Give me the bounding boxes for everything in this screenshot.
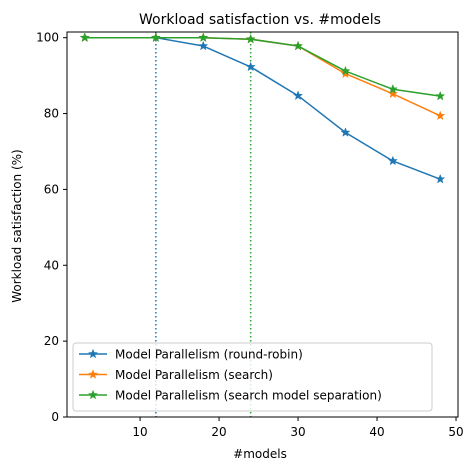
legend-label: Model Parallelism (search model separati… [115,389,382,403]
legend: Model Parallelism (round-robin) Model Par… [72,342,433,412]
x-axis-ticks: 10 20 30 40 50 [132,417,464,439]
chart-title: Workload satisfaction vs. #models [139,12,381,28]
legend-entry: Model Parallelism (search model separati… [79,389,382,403]
data-point [340,127,351,137]
x-tick-label: 50 [448,425,463,439]
data-point [292,40,304,51]
x-axis-label: #models [233,447,287,461]
legend-label: Model Parallelism (search) [115,368,273,382]
series-line [84,36,441,180]
data-point [387,88,398,99]
series-2 [79,32,446,101]
legend-entry: Model Parallelism (search) [79,368,273,382]
series-0 [79,32,446,184]
data-point [387,155,398,166]
data-point [150,32,161,43]
data-point [292,90,304,101]
data-point [198,40,209,51]
x-tick-label: 20 [211,425,226,439]
y-tick-label: 80 [44,107,59,121]
y-axis-ticks: 0 20 40 60 80 100 [36,31,67,424]
data-point [245,33,256,44]
data-point [340,65,351,76]
y-tick-label: 60 [44,182,59,196]
legend-marker [87,389,99,400]
y-tick-label: 0 [51,410,59,424]
x-tick-label: 10 [132,425,147,439]
data-point [435,90,446,101]
y-tick-label: 20 [44,334,59,348]
plot-frame [66,31,459,418]
series-layer [79,32,446,184]
legend-entry: Model Parallelism (round-robin) [79,348,303,362]
data-point [435,173,446,184]
y-tick-label: 100 [36,31,59,45]
data-point [79,32,90,43]
data-point [387,83,398,94]
legend-marker [87,369,99,379]
legend-label: Model Parallelism (round-robin) [115,348,303,362]
legend-marker [87,348,99,359]
data-point [435,110,446,121]
series-line [84,36,441,117]
series-1 [79,32,446,121]
legend-box [72,342,433,412]
y-tick-label: 40 [44,258,59,272]
data-point [198,32,209,43]
y-axis-label: Workload satisfaction (%) [10,149,24,303]
series-line [84,36,441,97]
data-point [245,61,256,72]
x-tick-label: 40 [369,425,384,439]
x-tick-label: 30 [290,425,305,439]
